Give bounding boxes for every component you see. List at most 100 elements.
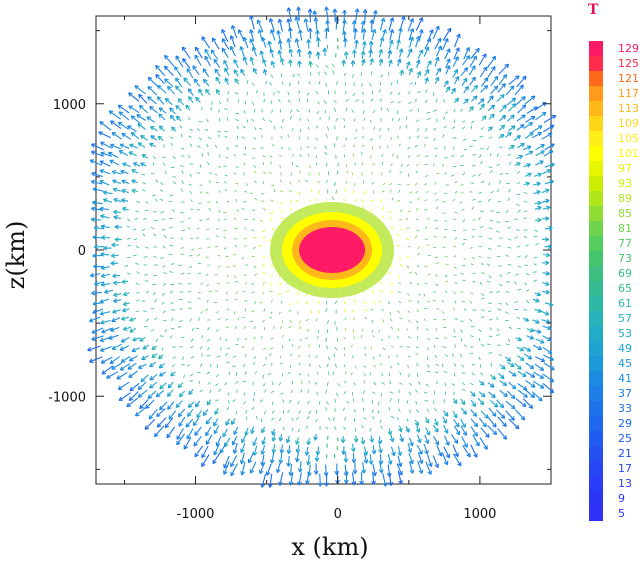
velocity-arrow	[270, 264, 274, 267]
velocity-arrowhead	[98, 131, 103, 136]
velocity-arrow	[233, 154, 237, 157]
velocity-arrowhead	[504, 63, 509, 69]
velocity-arrow	[379, 454, 382, 465]
velocity-arrow	[191, 327, 195, 332]
velocity-arrowhead	[317, 482, 323, 487]
velocity-arrow	[159, 401, 168, 411]
velocity-arrow	[469, 76, 476, 86]
velocity-arrow	[288, 189, 292, 193]
velocity-arrow	[415, 207, 419, 211]
velocity-arrow	[544, 227, 553, 230]
velocity-arrowhead	[242, 36, 248, 42]
velocity-arrow	[201, 445, 209, 458]
velocity-arrow	[234, 326, 237, 330]
velocity-arrow	[387, 301, 390, 305]
velocity-arrow	[187, 155, 191, 159]
velocity-arrowhead	[188, 96, 193, 101]
velocity-arrow	[445, 290, 448, 294]
velocity-arrow	[397, 455, 402, 467]
velocity-arrow	[277, 98, 281, 103]
velocity-arrowhead	[526, 145, 532, 150]
velocity-arrow	[480, 427, 490, 438]
velocity-arrowhead	[145, 404, 150, 409]
velocity-arrow	[508, 326, 513, 329]
velocity-arrow	[185, 104, 191, 111]
velocity-arrowhead	[175, 55, 180, 60]
velocity-arrowhead	[341, 31, 347, 36]
velocity-arrowhead	[91, 336, 96, 341]
velocity-arrowhead	[297, 29, 303, 34]
velocity-arrow	[496, 316, 499, 321]
velocity-arrow	[526, 335, 534, 340]
velocity-arrowhead	[111, 131, 117, 137]
velocity-arrow	[423, 293, 426, 297]
velocity-arrow	[149, 106, 158, 114]
velocity-arrow	[128, 92, 140, 102]
velocity-arrow	[243, 244, 247, 248]
velocity-arrow	[515, 96, 526, 106]
velocity-arrow	[508, 103, 517, 112]
velocity-arrow	[300, 389, 303, 393]
velocity-arrow	[124, 264, 129, 268]
velocity-arrowhead	[157, 135, 163, 141]
velocity-arrow	[244, 100, 247, 105]
velocity-arrow	[416, 425, 420, 433]
velocity-arrow	[90, 273, 101, 277]
velocity-arrow	[325, 401, 330, 405]
velocity-arrowhead	[249, 469, 255, 474]
velocity-arrow	[460, 398, 466, 405]
velocity-arrowhead	[428, 462, 433, 467]
velocity-arrow	[150, 126, 158, 132]
velocity-arrow	[488, 310, 492, 312]
velocity-arrow	[427, 364, 430, 368]
velocity-arrow	[280, 172, 282, 176]
velocity-arrowhead	[151, 353, 156, 358]
velocity-arrow	[415, 36, 420, 48]
velocity-arrowhead	[417, 438, 422, 444]
velocity-arrowhead	[545, 216, 550, 221]
velocity-arrow	[152, 283, 156, 286]
velocity-arrow	[331, 196, 335, 201]
velocity-arrow	[424, 238, 428, 240]
velocity-arrowhead	[252, 451, 258, 456]
velocity-arrow	[90, 180, 103, 185]
velocity-arrow	[233, 443, 238, 454]
velocity-arrow	[315, 155, 317, 159]
velocity-arrow	[215, 235, 219, 238]
velocity-arrow	[232, 264, 236, 268]
colorbar-swatch	[589, 266, 603, 281]
velocity-arrow	[408, 437, 414, 447]
velocity-arrow	[269, 82, 272, 86]
velocity-arrow	[201, 353, 203, 357]
velocity-arrow	[190, 338, 194, 342]
velocity-arrow	[308, 464, 311, 477]
velocity-arrow	[479, 136, 484, 138]
velocity-arrow	[487, 95, 494, 104]
velocity-arrowhead	[462, 410, 467, 415]
velocity-arrowhead	[252, 441, 257, 447]
velocity-arrow	[535, 111, 547, 121]
velocity-arrowhead	[528, 150, 534, 155]
velocity-arrowhead	[480, 103, 485, 108]
velocity-arrow	[463, 47, 470, 60]
velocity-arrow	[459, 201, 463, 204]
velocity-arrow	[427, 347, 429, 351]
colorbar-swatch	[589, 461, 603, 476]
velocity-arrow	[315, 137, 318, 141]
velocity-arrow	[231, 418, 236, 425]
velocity-arrow	[388, 355, 390, 359]
velocity-arrow	[516, 124, 525, 132]
velocity-arrow	[155, 389, 165, 398]
velocity-arrow	[261, 335, 263, 340]
velocity-arrow	[287, 445, 291, 454]
velocity-arrow	[235, 371, 238, 376]
velocity-arrow	[305, 425, 309, 429]
velocity-arrow	[414, 235, 418, 239]
velocity-arrow	[370, 308, 374, 311]
velocity-arrow	[280, 135, 283, 139]
velocity-arrowhead	[294, 16, 300, 21]
velocity-arrowhead	[471, 402, 476, 407]
velocity-arrow	[296, 109, 300, 113]
velocity-arrow	[306, 416, 310, 420]
velocity-arrow	[414, 389, 418, 393]
